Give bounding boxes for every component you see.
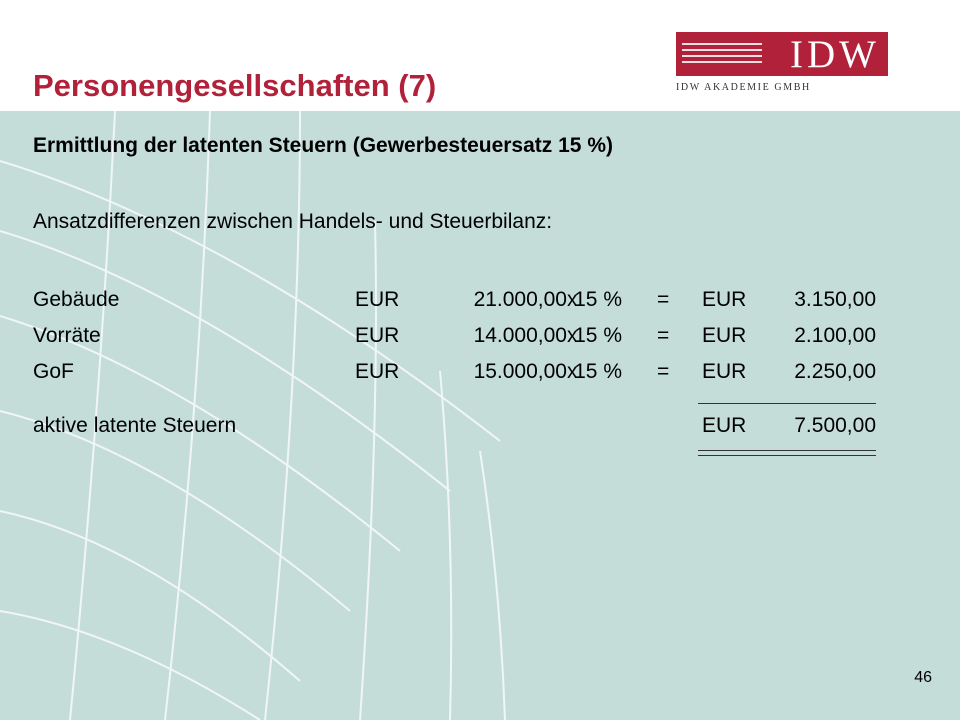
background-grid-decoration bbox=[0, 111, 506, 720]
total-currency: EUR bbox=[702, 414, 747, 437]
row-equals-sign: = bbox=[657, 324, 670, 347]
idw-logo: IDW bbox=[676, 32, 888, 76]
logo-stripes-icon bbox=[682, 43, 762, 63]
row-label: GoF bbox=[33, 360, 74, 383]
row-currency: EUR bbox=[355, 288, 400, 311]
total-double-rule-top bbox=[698, 450, 876, 451]
intro-text: Ansatzdifferenzen zwischen Handels- und … bbox=[33, 210, 553, 233]
row-currency: EUR bbox=[355, 324, 400, 347]
row-currency: EUR bbox=[355, 360, 400, 383]
row-label: Gebäude bbox=[33, 288, 120, 311]
row-rate: 15 % bbox=[574, 324, 622, 347]
content-area bbox=[0, 111, 960, 720]
sum-divider bbox=[698, 403, 876, 404]
row-rate: 15 % bbox=[574, 360, 622, 383]
row-equals-sign: = bbox=[657, 360, 670, 383]
row-equals-sign: = bbox=[657, 288, 670, 311]
row-times-sign: x bbox=[567, 288, 578, 311]
table-row: Vorräte EUR 14.000,00 x 15 % = EUR 2.100… bbox=[33, 324, 893, 354]
row-result-currency: EUR bbox=[702, 324, 747, 347]
row-amount: 14.000,00 bbox=[473, 324, 567, 347]
total-label: aktive latente Steuern bbox=[33, 414, 237, 437]
section-heading: Ermittlung der latenten Steuern (Gewerbe… bbox=[33, 134, 613, 157]
row-label: Vorräte bbox=[33, 324, 101, 347]
row-amount: 15.000,00 bbox=[473, 360, 567, 383]
table-row: GoF EUR 15.000,00 x 15 % = EUR 2.250,00 bbox=[33, 360, 893, 390]
logo-wordmark: IDW bbox=[790, 33, 880, 76]
row-amount: 21.000,00 bbox=[473, 288, 567, 311]
row-result: 2.250,00 bbox=[794, 360, 876, 383]
row-times-sign: x bbox=[567, 324, 578, 347]
logo-subtitle: IDW AKADEMIE GMBH bbox=[676, 82, 811, 93]
row-result-currency: EUR bbox=[702, 360, 747, 383]
row-result-currency: EUR bbox=[702, 288, 747, 311]
row-rate: 15 % bbox=[574, 288, 622, 311]
page-number: 46 bbox=[914, 669, 932, 686]
total-row: aktive latente Steuern EUR 7.500,00 bbox=[33, 414, 893, 444]
total-value: 7.500,00 bbox=[794, 414, 876, 437]
row-times-sign: x bbox=[567, 360, 578, 383]
row-result: 3.150,00 bbox=[794, 288, 876, 311]
table-row: Gebäude EUR 21.000,00 x 15 % = EUR 3.150… bbox=[33, 288, 893, 318]
row-result: 2.100,00 bbox=[794, 324, 876, 347]
slide-title: Personengesellschaften (7) bbox=[33, 68, 437, 103]
total-double-rule-bottom bbox=[698, 455, 876, 456]
